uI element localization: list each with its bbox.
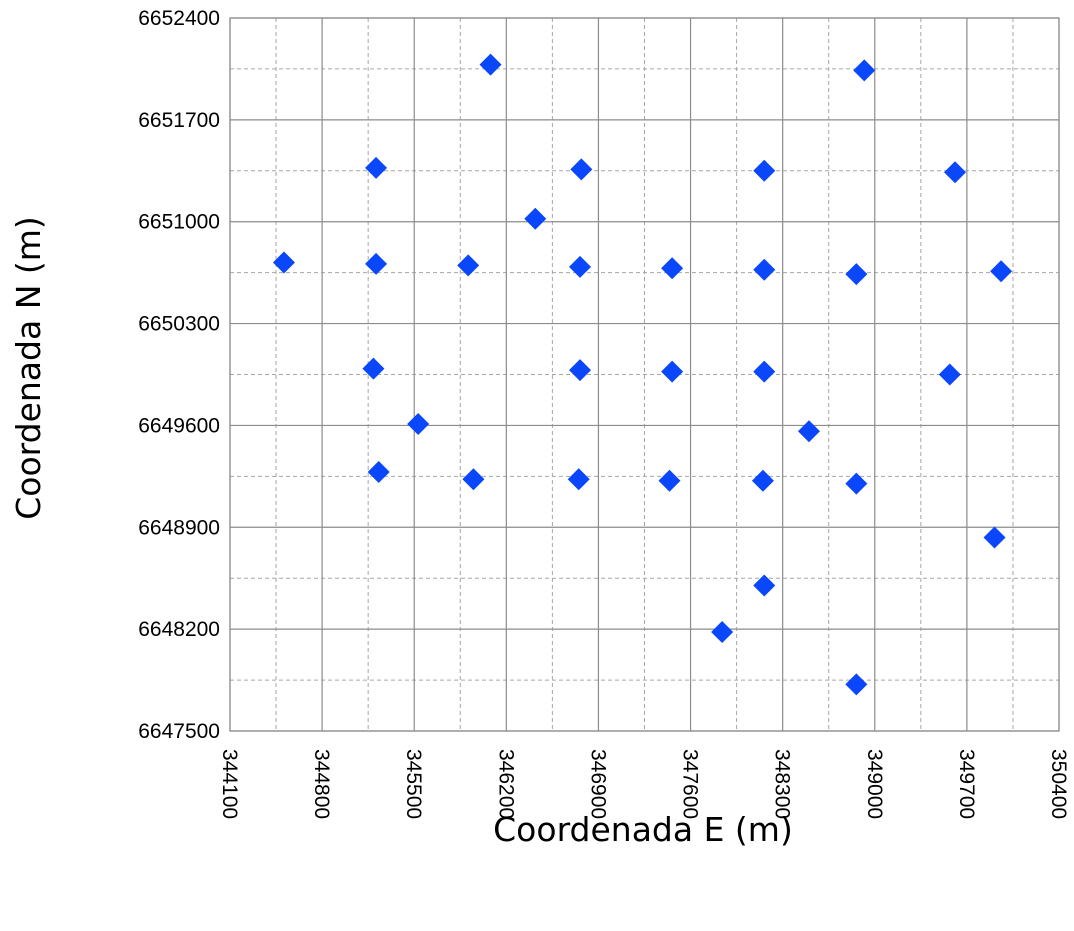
data-point-diamond xyxy=(845,263,868,286)
data-point-diamond xyxy=(661,257,684,280)
data-point-diamond xyxy=(658,469,681,492)
data-point-diamond xyxy=(753,258,776,281)
data-point-diamond xyxy=(753,360,776,383)
data-point-diamond xyxy=(362,357,385,380)
data-point-diamond xyxy=(365,156,388,179)
data-point-diamond xyxy=(853,59,876,82)
y-tick-label: 6651000 xyxy=(138,211,220,234)
minor-gridlines xyxy=(230,18,1059,731)
data-point-diamond xyxy=(938,363,961,386)
y-tick-label: 6647500 xyxy=(138,720,220,743)
y-axis-tick-labels: 6647500 6648200 6648900 6649600 6650300 66510… xyxy=(138,7,220,743)
x-tick-label: 348300 xyxy=(771,749,794,819)
data-point-diamond xyxy=(990,260,1013,283)
x-tick-label: 349700 xyxy=(955,749,978,819)
y-tick-label: 6651700 xyxy=(138,109,220,132)
y-tick-label: 6652400 xyxy=(138,7,220,30)
plot-area-frame xyxy=(229,17,1060,732)
x-tick-label: 346200 xyxy=(494,749,517,819)
data-point-diamond xyxy=(457,254,480,277)
data-point-diamond xyxy=(407,412,430,435)
y-tick-label: 6648200 xyxy=(138,618,220,641)
x-axis-title: Coordenada E (m) xyxy=(493,810,793,849)
y-tick-label: 6650300 xyxy=(138,313,220,336)
y-axis-title: Coordenada N (m) xyxy=(9,216,48,520)
x-tick-label: 349000 xyxy=(863,749,886,819)
data-point-diamond xyxy=(272,251,295,274)
data-point-diamond xyxy=(661,360,684,383)
data-point-diamond xyxy=(845,472,868,495)
data-point-diamond xyxy=(570,158,593,181)
x-tick-label: 346900 xyxy=(586,749,609,819)
data-point-diamond xyxy=(367,460,390,483)
x-tick-label: 347600 xyxy=(679,749,702,819)
data-point-diamond xyxy=(569,255,592,278)
y-tick-label: 6649600 xyxy=(138,414,220,437)
data-point-diamond xyxy=(753,574,776,597)
x-tick-label: 344100 xyxy=(218,749,241,819)
x-tick-label: 350400 xyxy=(1047,749,1070,819)
data-point-diamond xyxy=(845,673,868,696)
data-point-diamond xyxy=(753,159,776,182)
data-point-diamond xyxy=(365,252,388,275)
data-point-diamond xyxy=(462,468,485,491)
data-point-diamond xyxy=(751,469,774,492)
x-tick-label: 344800 xyxy=(310,749,333,819)
y-tick-label: 6648900 xyxy=(138,516,220,539)
data-point-diamond xyxy=(569,359,592,382)
data-point-diamond xyxy=(524,207,547,230)
data-points xyxy=(272,53,1013,696)
x-tick-label: 345500 xyxy=(402,749,425,819)
data-point-diamond xyxy=(567,468,590,491)
data-point-diamond xyxy=(711,621,734,644)
x-axis-tick-labels: 344100 344800 345500 346200 346900 347600 3483… xyxy=(218,749,1070,819)
data-point-diamond xyxy=(983,526,1006,549)
data-point-diamond xyxy=(479,53,502,76)
data-point-diamond xyxy=(797,420,820,443)
data-point-diamond xyxy=(944,161,967,184)
